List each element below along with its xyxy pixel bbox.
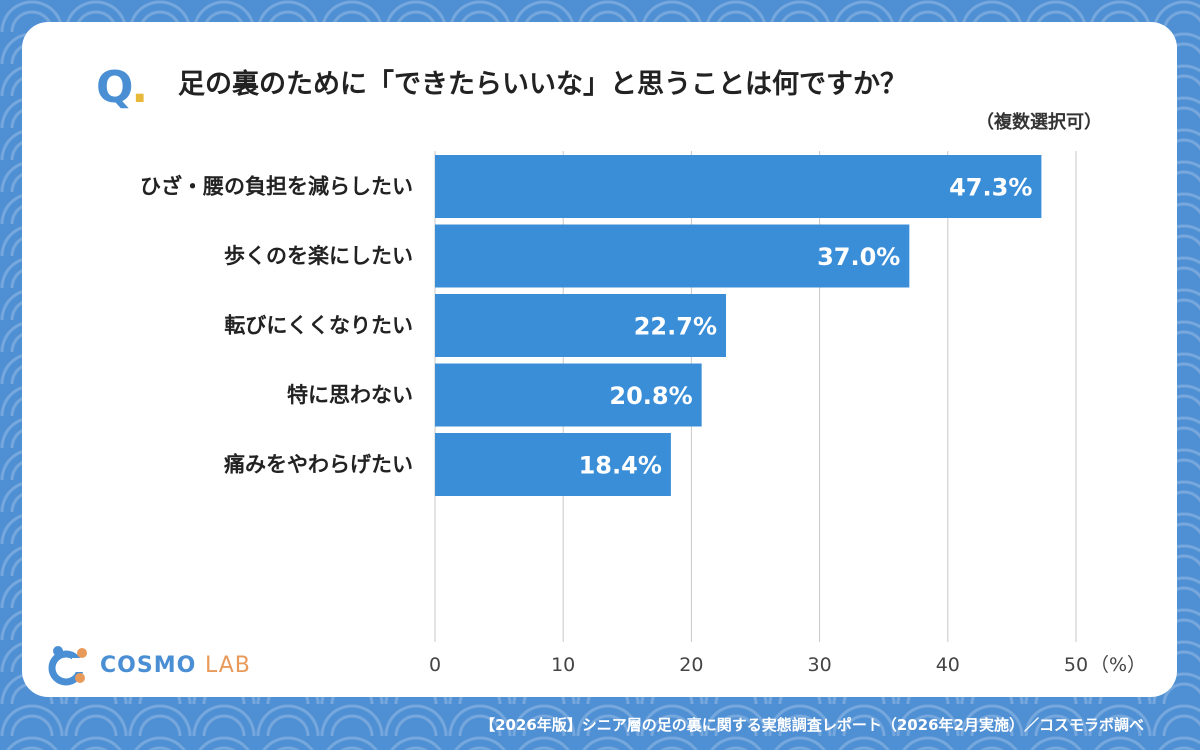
data-label: 18.4% — [579, 452, 662, 480]
bar — [435, 155, 1042, 218]
data-label: 20.8% — [609, 382, 692, 410]
question-mark: Q. — [96, 62, 148, 113]
bar — [435, 433, 671, 496]
x-tick-label: 20 — [679, 654, 703, 676]
bar — [435, 224, 910, 288]
x-axis-unit: （%） — [1090, 654, 1146, 676]
bar — [435, 363, 702, 427]
bar — [435, 294, 727, 357]
question-title: 足の裏のために「できたらいいな」と思うことは何ですか？ — [178, 69, 907, 100]
x-tick-label: 10 — [551, 654, 575, 676]
data-label: 47.3% — [949, 174, 1032, 202]
x-tick-label: 40 — [936, 654, 960, 676]
x-tick-label: 0 — [429, 654, 441, 676]
brand-logo: COSMO LAB — [46, 644, 251, 686]
source-footer: 【2026年版】シニア層の足の裏に関する実態調査レポート（2026年2月実施）／… — [480, 716, 1144, 734]
chart-card — [22, 22, 1177, 697]
logo-main-text: COSMO — [100, 652, 197, 678]
category-label: ひざ・腰の負担を減らしたい — [140, 175, 413, 199]
logo-icon — [48, 646, 88, 686]
x-tick-label: 50 — [1064, 654, 1088, 676]
logo-sub-text: LAB — [204, 652, 251, 678]
data-label: 22.7% — [634, 313, 717, 341]
category-label: 歩くのを楽にしたい — [224, 244, 413, 268]
multiple-choice-note: （複数選択可） — [976, 112, 1102, 133]
category-label: 転びにくくなりたい — [224, 314, 413, 338]
x-tick-label: 30 — [808, 654, 832, 676]
category-label: 痛みをやわらげたい — [224, 453, 413, 477]
category-label: 特に思わない — [287, 383, 413, 407]
data-label: 37.0% — [817, 243, 900, 271]
